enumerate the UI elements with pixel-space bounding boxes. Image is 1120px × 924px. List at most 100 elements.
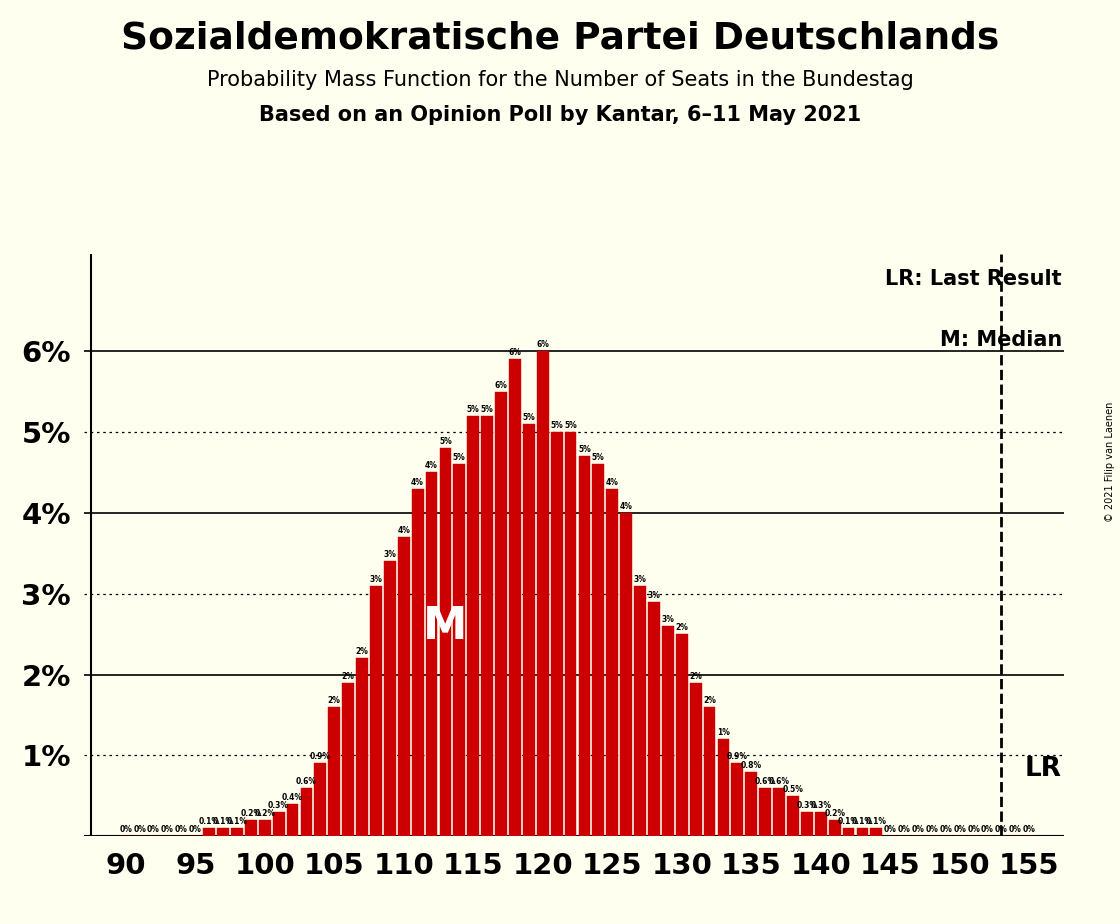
Text: 6%: 6% xyxy=(495,381,507,390)
Bar xyxy=(592,465,604,836)
Text: 2%: 2% xyxy=(355,648,368,656)
Text: 6%: 6% xyxy=(508,348,521,358)
Bar xyxy=(370,586,382,836)
Text: 2%: 2% xyxy=(342,672,355,681)
Text: 5%: 5% xyxy=(592,454,605,462)
Text: 3%: 3% xyxy=(383,551,396,559)
Bar xyxy=(384,561,395,836)
Bar xyxy=(439,448,451,836)
Bar xyxy=(648,602,660,836)
Bar xyxy=(482,416,493,836)
Text: 1%: 1% xyxy=(717,728,730,737)
Bar xyxy=(412,489,423,836)
Bar xyxy=(815,812,827,836)
Bar xyxy=(272,812,284,836)
Text: 0%: 0% xyxy=(995,825,1008,834)
Bar xyxy=(508,359,521,836)
Text: 0.5%: 0.5% xyxy=(783,784,803,794)
Text: 4%: 4% xyxy=(426,461,438,470)
Text: 5%: 5% xyxy=(564,421,577,430)
Text: 0%: 0% xyxy=(940,825,952,834)
Text: 0.2%: 0.2% xyxy=(241,809,261,818)
Text: 4%: 4% xyxy=(606,478,618,487)
Bar xyxy=(787,796,799,836)
Bar xyxy=(523,424,534,836)
Text: 0.3%: 0.3% xyxy=(796,801,818,810)
Text: M: M xyxy=(423,605,468,648)
Text: 0.1%: 0.1% xyxy=(852,817,872,826)
Text: 0%: 0% xyxy=(161,825,174,834)
Text: 5%: 5% xyxy=(522,413,535,422)
Text: 2%: 2% xyxy=(703,696,716,705)
Text: LR: Last Result: LR: Last Result xyxy=(886,269,1062,288)
Text: 0%: 0% xyxy=(925,825,939,834)
Bar xyxy=(259,821,271,836)
Text: 0%: 0% xyxy=(884,825,897,834)
Bar xyxy=(551,432,562,836)
Text: 0.2%: 0.2% xyxy=(254,809,276,818)
Bar xyxy=(634,586,646,836)
Bar xyxy=(245,821,256,836)
Text: 0.1%: 0.1% xyxy=(213,817,233,826)
Text: 0.9%: 0.9% xyxy=(310,752,330,761)
Bar xyxy=(731,763,744,836)
Bar xyxy=(773,787,785,836)
Text: 0.4%: 0.4% xyxy=(282,793,304,802)
Bar xyxy=(564,432,577,836)
Text: 0.1%: 0.1% xyxy=(198,817,220,826)
Text: 0%: 0% xyxy=(1009,825,1021,834)
Text: 3%: 3% xyxy=(647,590,661,600)
Text: 2%: 2% xyxy=(675,623,688,632)
Bar xyxy=(718,739,729,836)
Text: 3%: 3% xyxy=(370,575,382,584)
Bar xyxy=(454,465,465,836)
Bar xyxy=(536,351,549,836)
Text: 0.8%: 0.8% xyxy=(740,760,762,770)
Text: 0.2%: 0.2% xyxy=(824,809,846,818)
Bar xyxy=(426,472,438,836)
Text: 0%: 0% xyxy=(119,825,132,834)
Text: 3%: 3% xyxy=(634,575,646,584)
Text: 0%: 0% xyxy=(147,825,160,834)
Text: 0.3%: 0.3% xyxy=(268,801,289,810)
Text: 0.1%: 0.1% xyxy=(226,817,248,826)
Bar xyxy=(870,828,883,836)
Bar xyxy=(857,828,868,836)
Text: 0.9%: 0.9% xyxy=(727,752,748,761)
Text: 0.6%: 0.6% xyxy=(768,777,790,785)
Text: 0.3%: 0.3% xyxy=(810,801,831,810)
Bar xyxy=(203,828,215,836)
Text: 5%: 5% xyxy=(439,437,451,446)
Text: M: Median: M: Median xyxy=(940,330,1062,350)
Text: 4%: 4% xyxy=(619,502,633,511)
Bar xyxy=(842,828,855,836)
Text: 6%: 6% xyxy=(536,340,549,349)
Bar xyxy=(467,416,479,836)
Text: 5%: 5% xyxy=(480,405,494,414)
Text: 0%: 0% xyxy=(133,825,146,834)
Text: 5%: 5% xyxy=(550,421,563,430)
Text: 0.1%: 0.1% xyxy=(838,817,859,826)
Text: 4%: 4% xyxy=(411,478,424,487)
Text: © 2021 Filip van Laenen: © 2021 Filip van Laenen xyxy=(1105,402,1114,522)
Text: 5%: 5% xyxy=(452,454,466,462)
Bar xyxy=(343,683,354,836)
Bar xyxy=(606,489,618,836)
Bar xyxy=(745,772,757,836)
Bar xyxy=(662,626,674,836)
Bar xyxy=(759,787,771,836)
Text: 4%: 4% xyxy=(398,526,410,535)
Text: 5%: 5% xyxy=(578,445,591,455)
Text: 0.6%: 0.6% xyxy=(755,777,776,785)
Bar xyxy=(703,707,716,836)
Text: 0%: 0% xyxy=(175,825,188,834)
Text: 2%: 2% xyxy=(689,672,702,681)
Text: 0%: 0% xyxy=(953,825,967,834)
Text: 0%: 0% xyxy=(968,825,980,834)
Text: LR: LR xyxy=(1025,756,1062,783)
Text: Based on an Opinion Poll by Kantar, 6–11 May 2021: Based on an Opinion Poll by Kantar, 6–11… xyxy=(259,105,861,126)
Bar xyxy=(356,658,368,836)
Bar xyxy=(217,828,228,836)
Text: Probability Mass Function for the Number of Seats in the Bundestag: Probability Mass Function for the Number… xyxy=(206,70,914,91)
Bar xyxy=(495,392,507,836)
